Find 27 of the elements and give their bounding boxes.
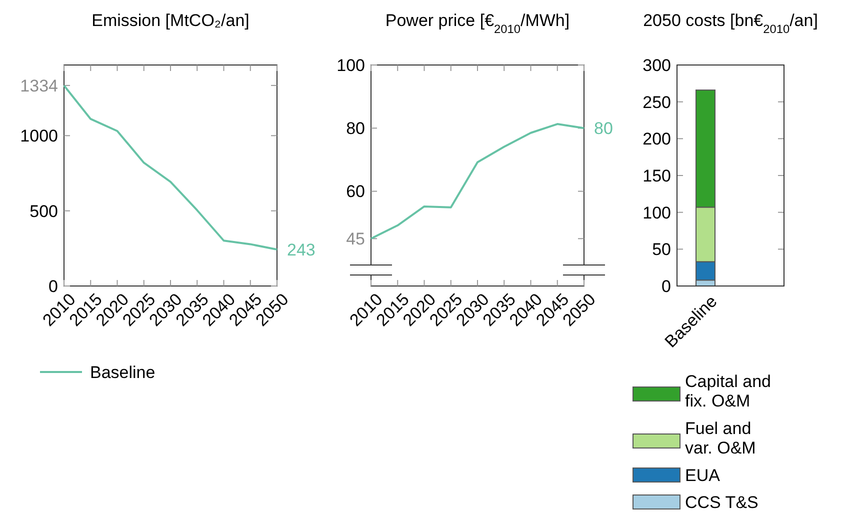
y-tick-label: 0	[662, 276, 671, 296]
legend-label: Capital and fix. O&M	[685, 372, 772, 410]
y-tick-label: 0	[48, 276, 58, 296]
annotation: 80	[594, 119, 613, 138]
chart-title: Emission [MtCO₂/an]	[92, 11, 250, 30]
y-tick-label: 300	[642, 56, 671, 75]
y-tick-label: 100	[642, 203, 671, 222]
y-tick-label: 80	[346, 119, 365, 138]
legend-label: EUA	[685, 466, 721, 485]
y-tick-label: 200	[642, 130, 671, 149]
y-tick-label: 150	[642, 166, 671, 186]
y-tick-label: 1334	[20, 76, 58, 96]
line-series	[370, 123, 585, 240]
y-tick-label: 500	[30, 202, 58, 221]
line-series	[63, 84, 278, 250]
y-tick-label: 250	[642, 92, 671, 112]
y-tick-label: 45	[346, 230, 365, 249]
y-tick-label: 1000	[20, 126, 58, 146]
chart-title: Power price [€$_{2010}$/MWh]	[385, 11, 570, 36]
y-tick-label: 60	[346, 182, 365, 202]
legend-label: Fuel and var. O&M	[685, 418, 756, 458]
y-tick-label: 100	[336, 56, 365, 75]
y-tick-label: 50	[652, 240, 671, 260]
chart-title: 2050 costs [bn€$_{2010}$/an]	[643, 11, 818, 36]
legend-label: CCS T&S	[685, 492, 758, 512]
annotation: 243	[287, 240, 316, 260]
legend-label: Baseline	[90, 362, 156, 382]
